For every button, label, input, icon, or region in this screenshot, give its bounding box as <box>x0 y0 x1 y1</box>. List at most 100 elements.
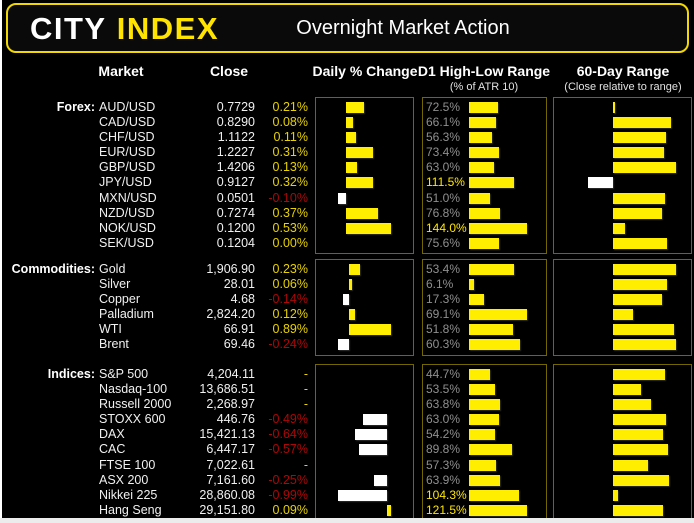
atr-percent-label: 17.3% <box>426 292 461 307</box>
market-label: FTSE 100 <box>99 457 156 472</box>
atr-percent-label: 75.6% <box>426 235 461 250</box>
market-row: DAX 15,421.13 -0.64% <box>2 427 312 442</box>
range60-cell <box>554 307 691 322</box>
change-value: 0.11% <box>273 130 308 145</box>
daily-change-cell <box>316 427 413 442</box>
atr-range-bar <box>469 102 499 113</box>
daily-change-cell <box>316 322 413 337</box>
daily-change-bar <box>374 474 387 486</box>
range60-cell <box>554 262 691 277</box>
change-value: 0.37% <box>272 205 308 220</box>
d1-range-cell: 76.8% <box>423 206 546 221</box>
atr-percent-label: 57.3% <box>426 457 461 472</box>
range60-bar <box>613 117 671 129</box>
atr-percent-label: 121.5% <box>426 502 467 517</box>
change-value: - <box>303 397 308 412</box>
d1-range-cell: 111.5% <box>423 175 546 190</box>
market-label: SEK/USD <box>99 235 154 250</box>
atr-percent-label: 51.0% <box>426 190 461 205</box>
market-label: Nasdaq-100 <box>99 382 168 397</box>
range60-bar <box>613 339 676 351</box>
market-row: Palladium 2,824.20 0.12% <box>2 307 312 322</box>
market-row: Hang Seng 29,151.80 0.09% <box>2 503 312 518</box>
daily-change-bar <box>349 324 392 336</box>
market-row: NOK/USD 0.1200 0.53% <box>2 221 312 236</box>
change-value: -0.64% <box>268 427 308 442</box>
daily-change-bar <box>386 504 392 516</box>
range60-cell <box>554 367 691 382</box>
close-value: 1,906.90 <box>206 262 255 276</box>
atr-range-bar <box>469 117 496 129</box>
daily-change-panel-rows <box>316 367 413 518</box>
range60-bar <box>613 444 668 456</box>
range60-bar <box>613 132 666 144</box>
logo-city-text: CITY <box>30 11 107 46</box>
d1-range-cell: 53.5% <box>423 382 546 397</box>
atr-percent-label: 89.8% <box>426 442 461 457</box>
atr-percent-label: 44.7% <box>426 367 461 381</box>
range60-bar <box>613 474 670 486</box>
market-label: STOXX 600 <box>99 412 166 427</box>
daily-change-panel <box>315 97 414 254</box>
daily-change-cell <box>316 397 413 412</box>
d1-range-cell: 144.0% <box>423 221 546 236</box>
close-value: 7,161.60 <box>206 472 255 487</box>
column-subheader-60-day-range: (Close relative to range) <box>564 81 682 93</box>
atr-percent-label: 73.4% <box>426 145 461 160</box>
daily-change-bar <box>346 102 365 113</box>
column-header-daily-change: Daily % Change <box>312 63 418 79</box>
atr-range-bar <box>469 399 500 411</box>
atr-range-bar <box>469 132 492 144</box>
range60-panel <box>553 259 692 356</box>
range60-bar <box>613 309 633 321</box>
range60-cell <box>554 292 691 307</box>
daily-change-cell <box>316 337 413 352</box>
daily-change-panel-rows <box>316 100 413 251</box>
market-label: CHF/USD <box>99 130 155 145</box>
atr-range-bar <box>469 414 500 426</box>
close-value: 0.7729 <box>216 100 255 114</box>
daily-change-cell <box>316 191 413 206</box>
daily-change-cell <box>316 442 413 457</box>
range60-cell <box>554 397 691 412</box>
range60-cell <box>554 130 691 145</box>
close-value: 69.46 <box>223 337 255 352</box>
market-label: Silver <box>99 277 131 292</box>
atr-range-bar <box>469 369 491 380</box>
market-label: WTI <box>99 322 122 337</box>
range60-bar <box>613 222 625 234</box>
range60-bar <box>613 459 649 471</box>
change-value: 0.31% <box>272 145 308 160</box>
market-row: Commodities: Gold 1,906.90 0.23% <box>2 262 312 277</box>
d1-range-panel-rows: 44.7% 53.5% 63.8% 63.0% 54.2% 89.8% 57.3% 63.9%… <box>423 367 546 518</box>
close-value: 2,824.20 <box>206 307 255 322</box>
atr-percent-label: 104.3% <box>426 487 467 502</box>
range60-cell <box>554 191 691 206</box>
market-label: NOK/USD <box>99 220 156 235</box>
d1-range-cell: 104.3% <box>423 488 546 503</box>
atr-percent-label: 72.5% <box>426 100 461 114</box>
market-label: Brent <box>99 337 129 352</box>
close-value: 4.68 <box>230 292 255 307</box>
atr-range-bar <box>469 192 490 204</box>
range60-bar <box>613 429 663 441</box>
market-row: SEK/USD 0.1204 0.00% <box>2 236 312 251</box>
range60-bar <box>613 369 666 380</box>
range60-bar <box>613 207 662 219</box>
range60-cell <box>554 458 691 473</box>
column-header-close: Close <box>209 63 249 79</box>
market-label: Russell 2000 <box>99 397 172 412</box>
market-label: DAX <box>99 427 125 442</box>
range60-cell <box>554 160 691 175</box>
market-label: AUD/USD <box>99 100 156 114</box>
d1-range-cell: 63.0% <box>423 412 546 427</box>
market-row: Nikkei 225 28,860.08 -0.99% <box>2 488 312 503</box>
daily-change-cell <box>316 412 413 427</box>
close-value: 0.7274 <box>216 205 255 220</box>
close-value: 0.1204 <box>216 235 255 250</box>
market-row: MXN/USD 0.0501 -0.10% <box>2 191 312 206</box>
market-label: Gold <box>99 262 126 276</box>
daily-change-bar <box>358 444 387 456</box>
daily-change-bar <box>349 279 352 291</box>
d1-range-cell: 72.5% <box>423 100 546 115</box>
